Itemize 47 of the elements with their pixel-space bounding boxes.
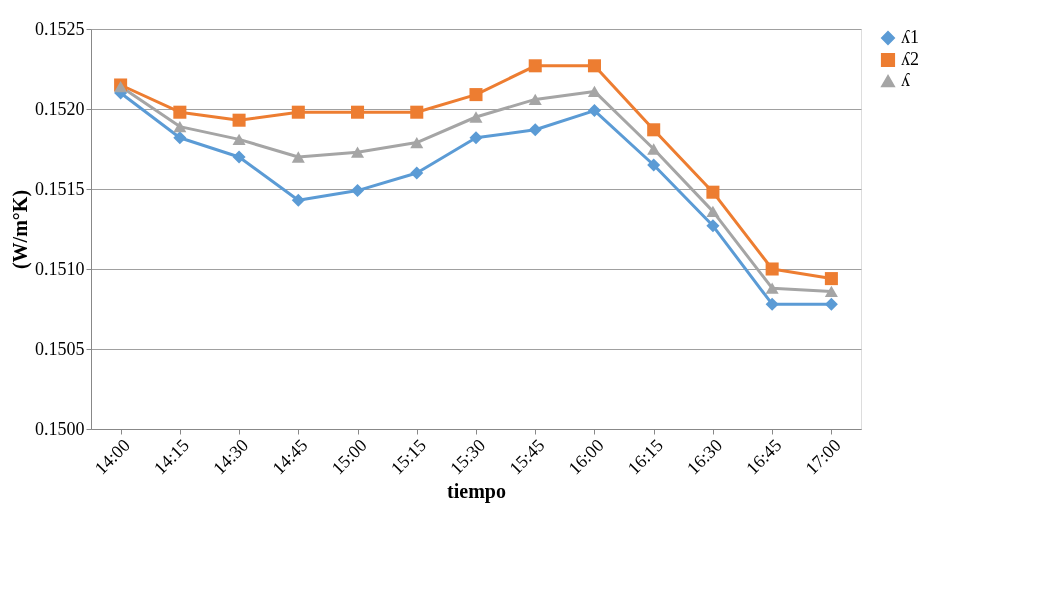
y-tick-label: 0.1520 [35,98,85,119]
point [765,282,779,294]
point [587,104,601,118]
legend-label: ʎ1 [901,27,919,47]
point [469,88,483,102]
y-tick-label: 0.1525 [35,18,85,39]
point [410,105,424,119]
point [528,59,542,73]
point [173,120,187,133]
point [706,185,720,199]
y-tick-label: 0.1510 [35,258,85,279]
point [765,262,779,276]
point [824,297,838,311]
point [232,113,246,127]
point [291,151,305,163]
point [647,123,661,137]
point [232,133,246,146]
point [410,166,424,180]
point [706,205,720,218]
point [587,59,601,73]
point [647,158,661,172]
point [647,143,661,155]
point [291,193,305,207]
point [173,105,187,119]
point [351,105,365,119]
point [291,105,305,119]
point [528,93,542,106]
point [351,184,365,198]
point [469,111,483,123]
point [232,150,246,164]
point [469,131,483,145]
point [824,285,838,298]
point [173,131,187,145]
legend-label: ʎ2 [901,49,919,69]
legend-label: ʎ [901,70,910,90]
y-tick-label: 0.1500 [35,418,85,439]
y-axis-title: (W/m°K) [9,189,32,270]
point [824,272,838,286]
point [706,219,720,233]
point [765,297,779,311]
y-tick-label: 0.1505 [35,338,85,359]
point [351,146,365,158]
point [528,123,542,137]
y-tick-label: 0.1515 [35,178,85,199]
point [410,136,424,149]
point [587,85,601,98]
x-axis-title: tiempo [447,480,506,504]
